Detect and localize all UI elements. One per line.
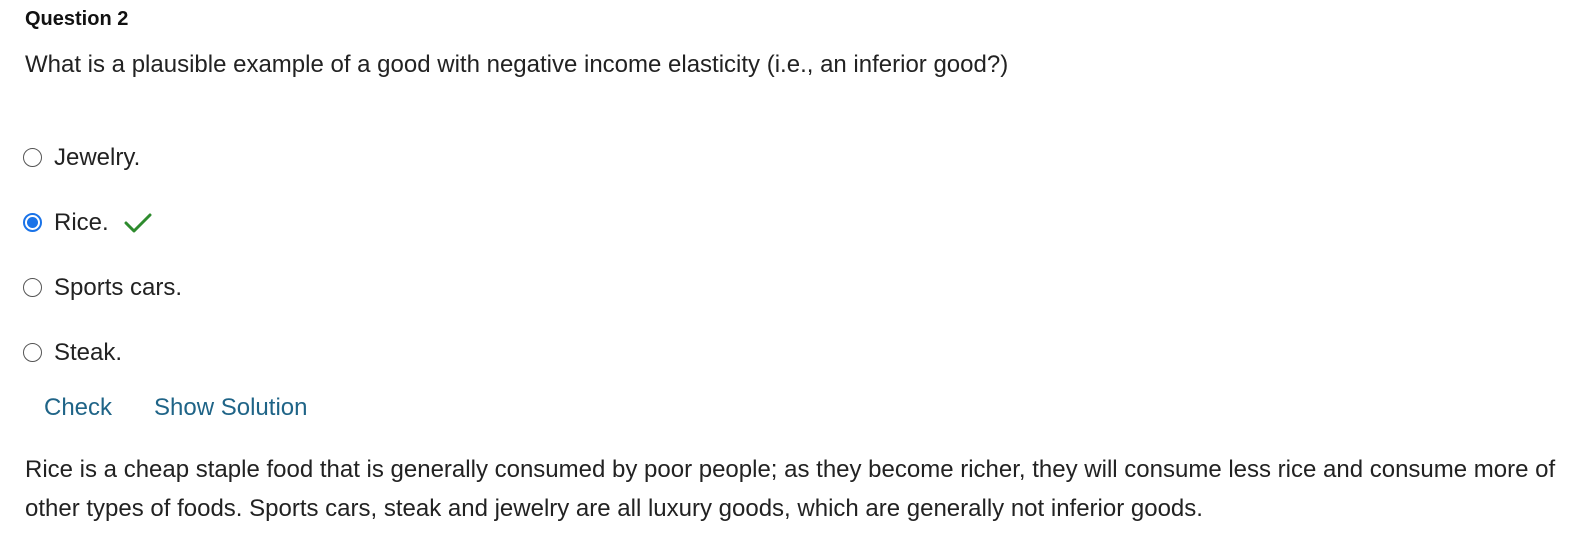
option-label: Steak. <box>54 338 123 366</box>
option-label: Sports cars. <box>54 273 183 301</box>
option-steak[interactable]: Steak. <box>23 320 182 385</box>
option-jewelry[interactable]: Jewelry. <box>23 125 182 190</box>
radio-button[interactable] <box>23 343 42 362</box>
question-heading: Question 2 <box>25 8 129 30</box>
action-bar: Check Show Solution <box>44 394 307 422</box>
solution-text: Rice is a cheap staple food that is gene… <box>25 456 1556 522</box>
checkmark-icon <box>124 213 152 232</box>
option-label: Jewelry. <box>54 143 141 171</box>
show-solution-button[interactable]: Show Solution <box>154 394 308 421</box>
option-label: Rice. <box>54 208 109 236</box>
option-sports-cars[interactable]: Sports cars. <box>23 255 182 320</box>
question-text: What is a plausible example of a good wi… <box>25 51 1009 78</box>
check-button[interactable]: Check <box>44 394 113 421</box>
radio-button[interactable] <box>23 278 42 297</box>
radio-button[interactable] <box>23 148 42 167</box>
option-rice[interactable]: Rice. <box>23 190 182 255</box>
answer-options: Jewelry. Rice. Sports cars. Steak. <box>23 125 182 385</box>
radio-button-selected[interactable] <box>23 213 42 232</box>
